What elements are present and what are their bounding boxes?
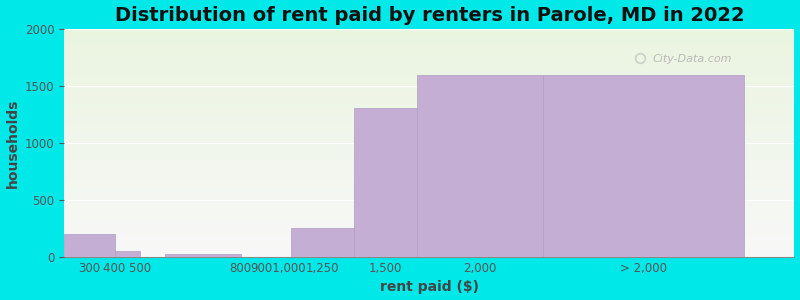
Bar xyxy=(291,228,354,257)
X-axis label: rent paid ($): rent paid ($) xyxy=(380,280,479,294)
Text: City-Data.com: City-Data.com xyxy=(652,53,731,64)
Bar xyxy=(542,74,744,257)
Bar xyxy=(65,234,115,257)
Title: Distribution of rent paid by renters in Parole, MD in 2022: Distribution of rent paid by renters in … xyxy=(114,6,744,25)
Bar xyxy=(165,254,241,257)
Bar xyxy=(417,74,542,257)
Bar xyxy=(115,251,140,257)
Bar xyxy=(354,108,417,257)
Y-axis label: households: households xyxy=(6,98,19,188)
